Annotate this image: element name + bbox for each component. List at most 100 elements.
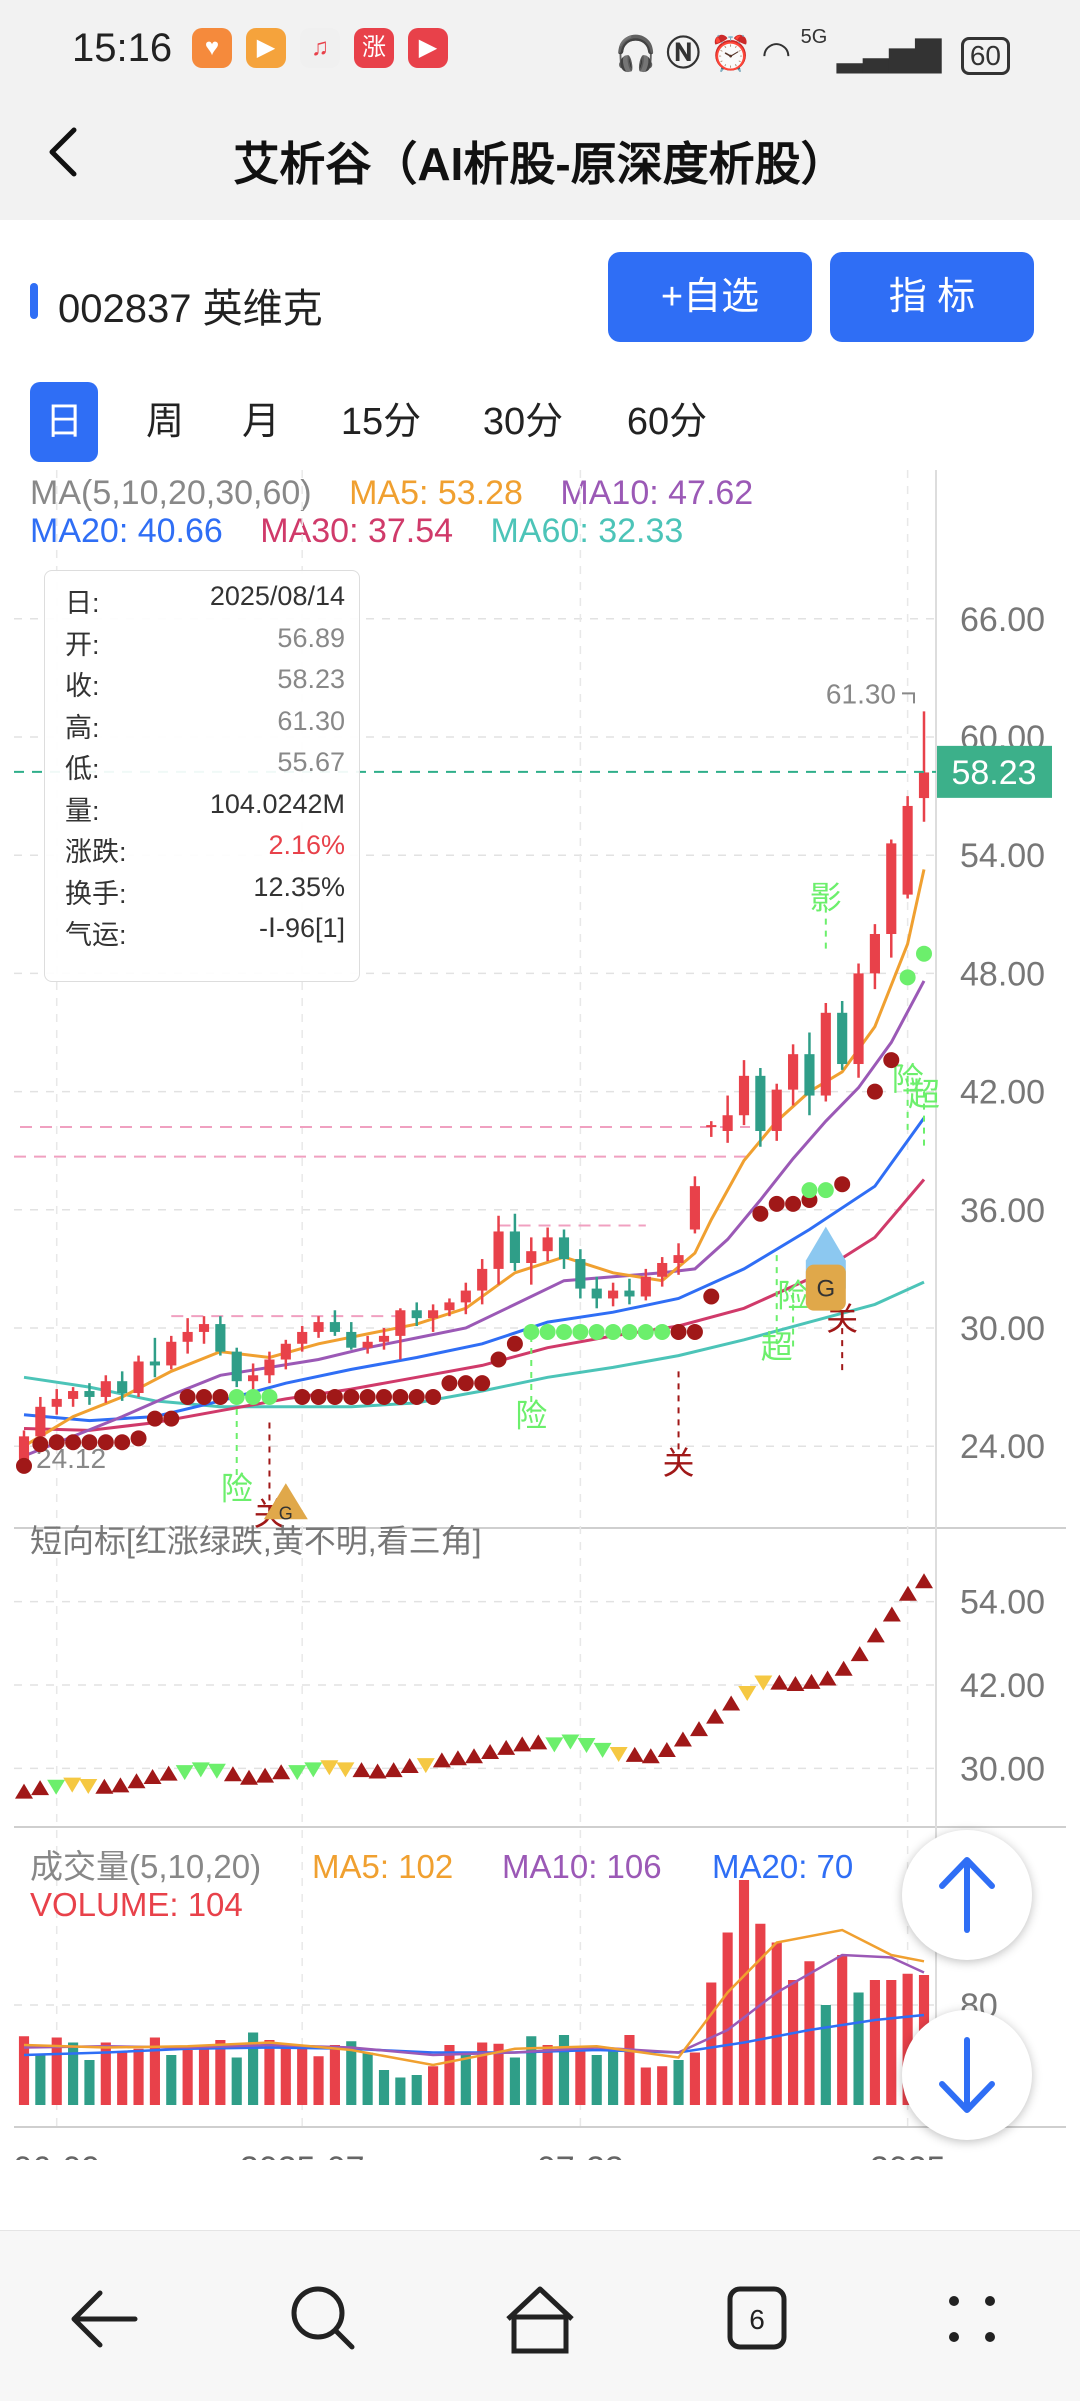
tab-1[interactable]: 周: [145, 401, 184, 443]
indicator-button[interactable]: 指 标: [830, 252, 1034, 342]
trend-marker-up: [497, 1739, 516, 1755]
signal-dot-dark: [179, 1388, 196, 1405]
trend-marker-up: [834, 1660, 853, 1676]
scroll-up-button[interactable]: [902, 1830, 1032, 1960]
stock-accent-bar: [30, 283, 38, 319]
trend-marker-yl: [336, 1762, 355, 1778]
tabs-icon[interactable]: 6: [727, 2286, 787, 2350]
info-value: 104.0242M: [209, 788, 345, 819]
volume-bar-up: [804, 1961, 815, 2105]
volume-bar-down: [231, 2057, 242, 2105]
back-button[interactable]: [30, 116, 100, 186]
info-key: 收:: [65, 671, 100, 701]
add-watchlist-button[interactable]: +自选: [608, 252, 812, 342]
info-value: 56.89: [277, 622, 345, 653]
volume-bar-down: [84, 2060, 95, 2105]
trend-marker-up: [786, 1676, 805, 1691]
candle-up: [378, 1335, 390, 1342]
candle-up: [869, 934, 880, 974]
bottom-nav-icons: 6: [71, 2286, 995, 2354]
volume-bar-up: [51, 2037, 62, 2105]
candle-down: [755, 1075, 766, 1131]
vol-ma20-legend: MA20: 70: [712, 1848, 853, 1885]
y-tick-label: 42.00: [960, 1074, 1045, 1112]
home-icon[interactable]: [506, 2286, 574, 2354]
bottom-navigation: 6: [0, 2230, 1080, 2401]
chevron-left-icon: [49, 127, 77, 177]
sub1-y-tick: 30.00: [960, 1750, 1045, 1788]
ma10-legend: MA10: 47.62: [560, 474, 754, 512]
candle-up: [820, 1012, 831, 1096]
signal-dot-dark: [490, 1351, 507, 1368]
triangle-marker-label: G: [279, 1503, 293, 1523]
candle-down: [84, 1391, 95, 1397]
trend-marker-up: [432, 1752, 451, 1768]
trend-marker-up: [31, 1780, 50, 1796]
tab-4[interactable]: 30分: [482, 401, 564, 443]
nfc-icon: Ⓝ: [666, 35, 701, 73]
info-key: 量:: [65, 795, 100, 826]
info-key: 低:: [65, 754, 100, 784]
more-icon[interactable]: [949, 2296, 995, 2342]
info-key: 涨跌:: [65, 837, 127, 867]
candle-up: [248, 1375, 259, 1382]
signal-dot-green: [261, 1388, 278, 1405]
info-row: 涨跌: 2.16%: [65, 830, 345, 867]
signal-icon: ▂▃▅▇: [836, 35, 942, 73]
search-icon[interactable]: [291, 2286, 355, 2350]
volume-bar-up: [264, 2040, 275, 2105]
tab-0[interactable]: 日: [30, 382, 98, 462]
signal-dot-green: [588, 1323, 605, 1340]
signal-dot-green: [228, 1388, 245, 1405]
signal-dot-dark: [703, 1288, 720, 1305]
volume-bar-down: [362, 2052, 373, 2105]
signal-dot-dark: [196, 1388, 212, 1405]
signal-dot-dark: [834, 1176, 851, 1193]
info-key: 开:: [65, 629, 100, 660]
trend-marker-dn: [593, 1742, 612, 1758]
trend-marker-dn: [561, 1734, 580, 1750]
candle-up: [673, 1255, 684, 1263]
volume-bar-down: [346, 2041, 357, 2105]
signal-dot-green: [539, 1323, 556, 1340]
back-arrow-icon[interactable]: [71, 2290, 138, 2348]
scroll-down-button[interactable]: [902, 2010, 1032, 2140]
trend-marker-up: [529, 1734, 548, 1750]
candle-up: [640, 1276, 651, 1297]
ma20-line: [23, 1117, 926, 1423]
trend-marker-up: [882, 1606, 901, 1622]
signal-dot-dark: [65, 1434, 82, 1451]
trend-marker-up: [95, 1778, 114, 1794]
volume-bar-up: [149, 2037, 160, 2105]
status-right-icons: 🎧 Ⓝ ⏰ ◠ 5G ▂▃▅▇ 60: [614, 26, 1010, 75]
ma60-legend: MA60: 32.33: [490, 512, 684, 550]
trend-marker-up: [384, 1762, 403, 1778]
signal-dot-dark: [376, 1388, 392, 1405]
signal-dot-dark: [457, 1375, 474, 1392]
trend-marker-up: [400, 1757, 419, 1773]
trend-marker-dn: [577, 1738, 596, 1754]
candle-up: [68, 1391, 79, 1399]
sub1-y-tick: 54.00: [960, 1584, 1045, 1622]
volume-bar-up: [428, 2066, 439, 2105]
signal-dot-dark: [474, 1375, 491, 1392]
tab-5[interactable]: 60分: [626, 401, 708, 443]
trend-marker-up: [223, 1766, 242, 1782]
volume-bar-down: [558, 2035, 570, 2105]
trend-marker-dn: [175, 1765, 194, 1781]
candle-up: [477, 1268, 488, 1291]
signal-dot-dark: [392, 1388, 409, 1405]
volume-legend: VOLUME: 104: [30, 1886, 243, 1923]
tab-3[interactable]: 15分: [340, 401, 422, 443]
candle-up: [460, 1290, 471, 1303]
sub1-title: 短向标[红涨绿跌,黄不明,看三角]: [30, 1523, 482, 1559]
candle-down: [837, 1012, 848, 1065]
volume-bar-up: [771, 1942, 782, 2105]
tab-2[interactable]: 月: [241, 401, 280, 443]
volume-bar-down: [820, 2005, 831, 2105]
volume-ma10_line: [23, 1953, 925, 2057]
vol-ma10-legend: MA10: 106: [502, 1848, 662, 1885]
trend-marker-up: [898, 1585, 917, 1601]
trend-marker-up: [641, 1748, 660, 1764]
heart-app-icon: ♥: [192, 28, 232, 68]
